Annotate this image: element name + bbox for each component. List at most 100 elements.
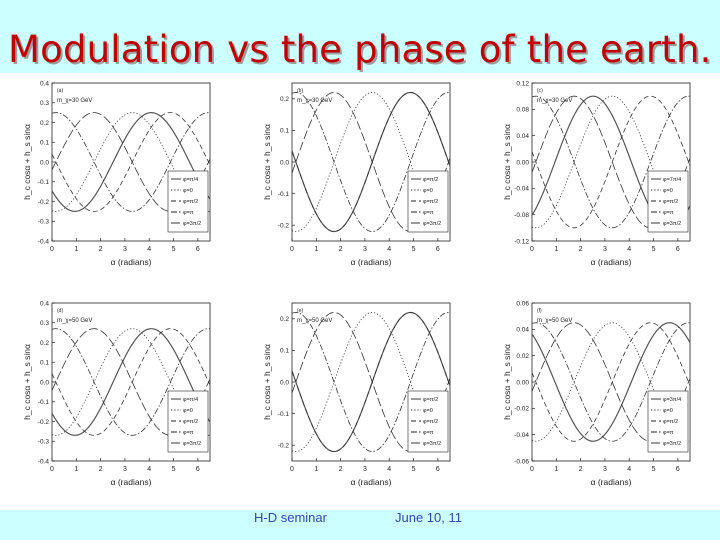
y-tick-label: 0.1 — [40, 360, 49, 367]
series-line — [291, 312, 451, 452]
panel-tag: (e) — [297, 308, 303, 314]
y-tick-label: 0.2 — [280, 96, 289, 103]
y-tick-label: -0.1 — [38, 179, 50, 186]
legend-entry: φ=π/2 — [423, 199, 438, 205]
panel-tag: (c) — [537, 88, 543, 94]
y-tick-label: -0.3 — [38, 219, 50, 226]
x-tick-label: 1 — [74, 246, 78, 253]
legend-box — [407, 390, 449, 453]
series-line — [531, 322, 691, 442]
x-tick-label: 5 — [412, 466, 416, 473]
y-tick-label: -0.06 — [514, 458, 529, 465]
x-tick-label: 0 — [290, 466, 294, 473]
series-line — [51, 112, 211, 212]
x-tick-label: 6 — [196, 466, 200, 473]
series-line — [291, 92, 451, 232]
x-tick-label: 1 — [554, 246, 558, 253]
x-tick-label: 0 — [530, 466, 534, 473]
legend-entry: φ=π — [183, 430, 194, 436]
legend-entry: φ=π/4 — [183, 177, 198, 183]
x-tick-label: 5 — [652, 246, 656, 253]
mass-label: m_χ=30 GeV — [537, 98, 572, 104]
legend-box — [647, 390, 689, 453]
y-tick-label: -0.04 — [514, 186, 529, 193]
y-tick-label: -0.4 — [38, 238, 50, 245]
x-tick-label: 1 — [554, 466, 558, 473]
chart-svg: 0 1 2 3 4 5 6 -0.06 -0.04 -0.02 0.00 0.02 0.04 0.06 α … — [502, 300, 691, 487]
chart-panel-2: 0 1 2 3 4 5 6 -0.2 -0.1 0.0 0.1 0.2 α (radians) h_c c… — [240, 75, 480, 275]
series-line — [51, 328, 211, 436]
y-tick-label: -0.1 — [278, 191, 290, 198]
y-tick-label: 0.1 — [280, 128, 289, 135]
y-tick-label: 0.0 — [280, 379, 289, 386]
legend-entry: φ=3π/4 — [663, 397, 681, 403]
chart-panel-4: 0 1 2 3 4 5 6 -0.4 -0.3 -0.2 -0.1 0.0 0.1 0.2 0.3 0.4 α … — [0, 295, 240, 495]
y-tick-label: 0.0 — [40, 159, 49, 166]
series-line — [51, 328, 211, 436]
series-line — [51, 112, 211, 212]
x-tick-label: 0 — [530, 246, 534, 253]
x-tick-label: 4 — [147, 466, 151, 473]
panel-tag: (a) — [57, 88, 63, 94]
legend-entry: φ=0 — [663, 408, 673, 414]
legend-box — [167, 390, 209, 453]
x-tick-label: 6 — [196, 246, 200, 253]
x-tick-label: 0 — [50, 466, 54, 473]
x-tick-label: 4 — [627, 466, 631, 473]
legend-entry: φ=π — [423, 210, 434, 216]
x-tick-label: 5 — [652, 466, 656, 473]
x-tick-label: 3 — [363, 466, 367, 473]
y-tick-label: 0.12 — [516, 80, 529, 87]
legend-entry: φ=π/4 — [183, 397, 198, 403]
mass-label: m_χ=30 GeV — [57, 98, 92, 104]
chart-svg: 0 1 2 3 4 5 6 -0.4 -0.3 -0.2 -0.1 0.0 0.1 0.2 0.3 0.4 α … — [22, 80, 211, 267]
y-tick-label: 0.04 — [516, 327, 529, 334]
y-tick-label: -0.2 — [38, 199, 50, 206]
x-tick-label: 0 — [50, 246, 54, 253]
legend-entry: φ=7π/4 — [663, 177, 681, 183]
chart-panel-3: 0 1 2 3 4 5 6 -0.12 -0.08 -0.04 0.00 0.04 0.08 0.12 α … — [480, 75, 720, 275]
y-axis-label: h_c cosα + h_s sinα — [502, 124, 512, 200]
chart-panel-6: 0 1 2 3 4 5 6 -0.06 -0.04 -0.02 0.00 0.02 0.04 0.06 α … — [480, 295, 720, 495]
x-tick-label: 6 — [436, 246, 440, 253]
x-tick-label: 1 — [74, 466, 78, 473]
legend-box — [167, 170, 209, 233]
legend-entry: φ=3π/2 — [183, 441, 201, 447]
legend-entry: φ=π — [183, 210, 194, 216]
y-tick-label: -0.2 — [38, 419, 50, 426]
y-tick-label: 0.1 — [40, 140, 49, 147]
y-tick-label: -0.02 — [514, 406, 529, 413]
panel-tag: (b) — [297, 88, 303, 94]
mass-label: m_χ=30 GeV — [297, 98, 332, 104]
chart-panel-1: 0 1 2 3 4 5 6 -0.4 -0.3 -0.2 -0.1 0.0 0.1 0.2 0.3 0.4 α … — [0, 75, 240, 275]
x-tick-label: 6 — [676, 246, 680, 253]
series-line — [531, 95, 691, 229]
x-tick-label: 4 — [627, 246, 631, 253]
x-tick-label: 0 — [290, 246, 294, 253]
series-line — [291, 92, 451, 232]
chart-panel-5: 0 1 2 3 4 5 6 -0.2 -0.1 0.0 0.1 0.2 α (radians) h_c c… — [240, 295, 480, 495]
x-tick-label: 2 — [339, 246, 343, 253]
y-tick-label: -0.08 — [514, 212, 529, 219]
y-tick-label: 0.2 — [280, 316, 289, 323]
legend-box — [407, 170, 449, 233]
y-tick-label: -0.2 — [278, 223, 290, 230]
x-tick-label: 1 — [314, 466, 318, 473]
x-tick-label: 2 — [579, 246, 583, 253]
mass-label: m_χ=50 GeV — [537, 318, 572, 324]
y-tick-label: 0.04 — [516, 133, 529, 140]
series-line — [531, 95, 691, 229]
series-line — [531, 322, 691, 442]
y-tick-label: -0.04 — [514, 432, 529, 439]
y-axis-label: h_c cosα + h_s sinα — [262, 344, 272, 420]
y-axis-label: h_c cosα + h_s sinα — [22, 344, 32, 420]
y-axis-label: h_c cosα + h_s sinα — [22, 124, 32, 200]
x-tick-label: 4 — [387, 466, 391, 473]
x-axis-label: α (radians) — [351, 257, 392, 267]
y-tick-label: 0.00 — [516, 379, 529, 386]
series-line — [531, 95, 691, 229]
legend-entry: φ=π/2 — [423, 177, 438, 183]
series-line — [291, 312, 451, 452]
legend-entry: φ=3π/2 — [423, 441, 441, 447]
legend-entry: φ=0 — [423, 188, 433, 194]
